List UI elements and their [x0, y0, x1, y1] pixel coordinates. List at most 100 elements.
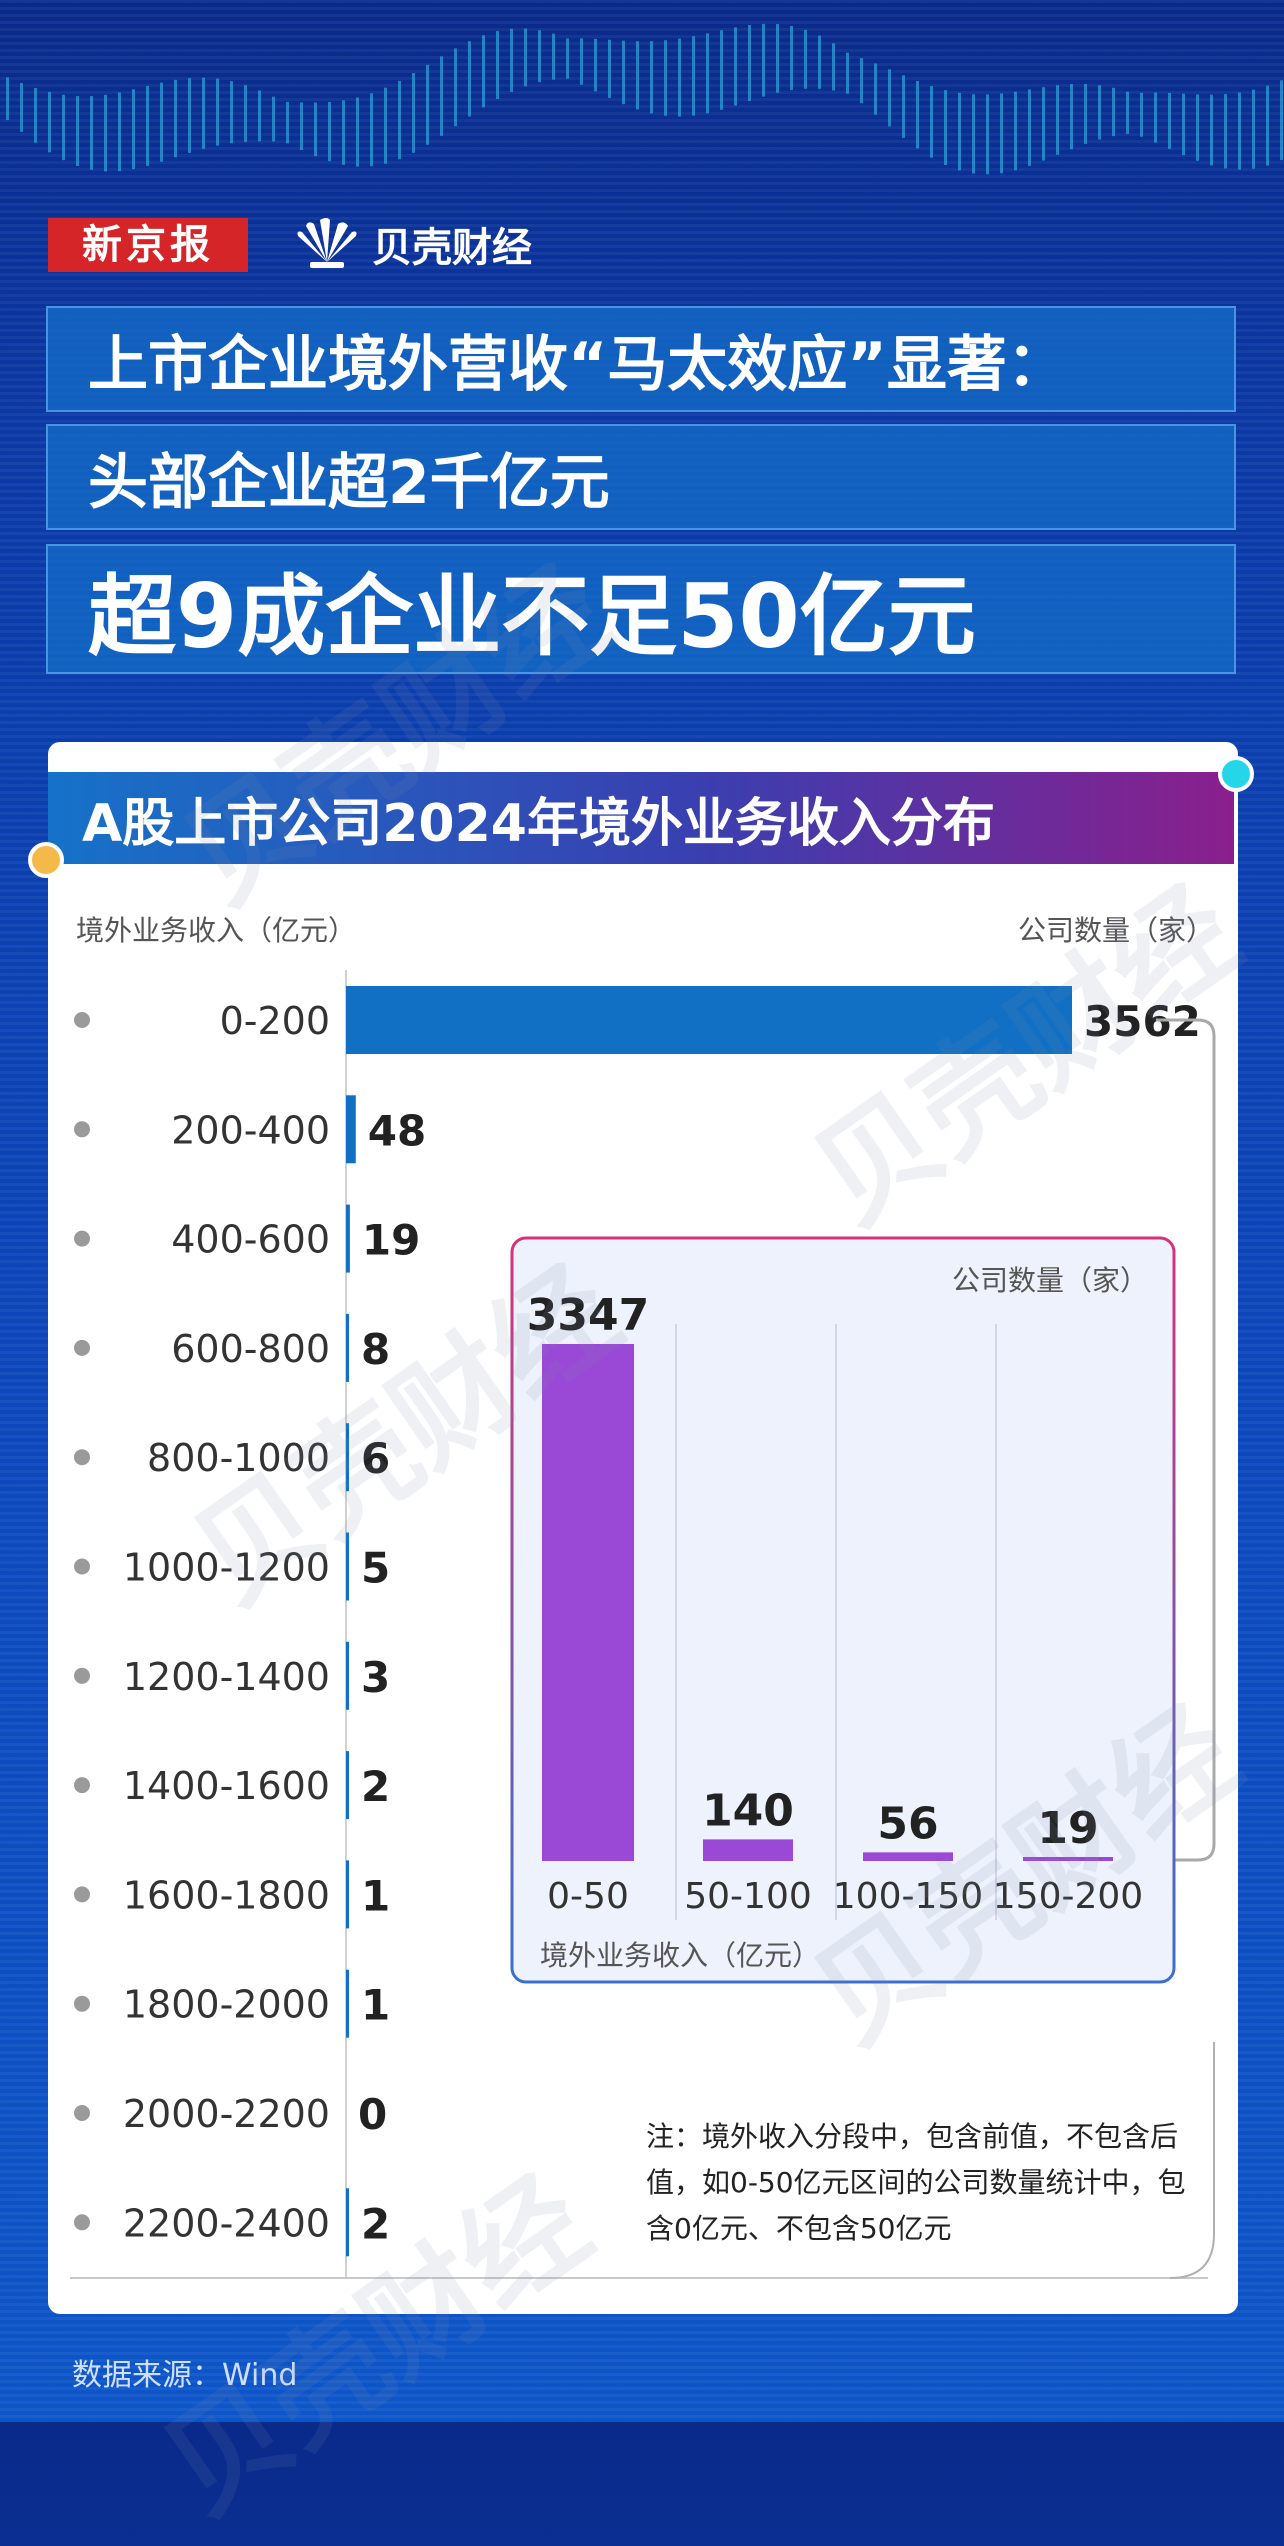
value-label: 48: [368, 1106, 426, 1155]
wave-bar: [1112, 87, 1115, 137]
wave-bar: [664, 40, 667, 116]
wave-bar: [608, 39, 611, 98]
inset-value-label: 19: [1037, 1803, 1098, 1854]
category-bullet: [74, 2105, 90, 2121]
wave-bar: [538, 30, 541, 83]
value-label: 19: [362, 1216, 420, 1265]
inset-category-label: 100-150: [833, 1876, 983, 1917]
inset-value-label: 56: [877, 1798, 938, 1849]
data-source: 数据来源：Wind: [72, 2358, 298, 2393]
wave-bar: [398, 80, 401, 160]
wave-bar: [90, 96, 93, 170]
wave-bar: [902, 75, 905, 138]
beike-logo: 贝壳财经: [292, 212, 532, 276]
wave-bar: [1140, 92, 1143, 137]
bar: [346, 1641, 349, 1710]
bar: [346, 1532, 349, 1601]
bar: [346, 1313, 349, 1382]
wave-bar: [482, 35, 485, 108]
inset-category-label: 0-50: [547, 1876, 629, 1917]
decorative-wave: [6, 23, 1283, 175]
bar: [346, 1969, 349, 2038]
category-label: 2000-2200: [123, 2092, 330, 2136]
wave-bar: [1000, 93, 1003, 174]
bar: [346, 1423, 349, 1492]
value-label: 8: [361, 1325, 390, 1374]
category-bullet: [74, 1121, 90, 1138]
wave-bar: [734, 27, 737, 106]
inset-category-label: 50-100: [684, 1876, 812, 1917]
wave-bar: [692, 36, 695, 116]
wave-bar: [552, 33, 555, 80]
wave-bar: [1070, 84, 1073, 150]
bar: [346, 1860, 349, 1929]
wave-bar: [1238, 92, 1241, 170]
wave-bar: [874, 63, 877, 115]
value-label: 2: [361, 2199, 390, 2248]
bar: [346, 986, 1072, 1054]
wave-bar: [34, 87, 37, 143]
wave-bar: [1224, 94, 1227, 169]
wave-bar: [188, 78, 191, 153]
inset-category-label: 150-200: [993, 1876, 1143, 1917]
category-label: 1800-2000: [123, 1983, 330, 2027]
category-bullet: [74, 1995, 90, 2012]
decor-dot-cyan: [1218, 756, 1254, 792]
wave-bar: [230, 81, 233, 144]
wave-bar: [1266, 85, 1269, 166]
wave-bar: [1056, 85, 1059, 155]
wave-bar: [496, 31, 499, 100]
wave-bar: [524, 28, 527, 87]
category-bullet: [74, 1886, 90, 1903]
shell-icon: [297, 218, 357, 268]
wave-bar: [146, 85, 149, 166]
beike-logo-text: 贝壳财经: [372, 225, 532, 271]
category-bullet: [74, 1777, 90, 1794]
category-label: 400-600: [171, 1218, 330, 1262]
wave-bar: [174, 79, 177, 158]
inset-value-label: 3347: [527, 1290, 649, 1341]
wave-bar: [272, 96, 275, 142]
wave-bar: [1028, 89, 1031, 166]
wave-bar: [762, 23, 765, 97]
wave-bar: [6, 77, 9, 121]
wave-bar: [1168, 92, 1171, 149]
category-bullet: [74, 1449, 90, 1466]
wave-bar: [916, 81, 919, 149]
wave-bar: [650, 41, 653, 114]
wave-bar: [720, 30, 723, 110]
wave-bar: [818, 35, 821, 89]
inset-bar: [542, 1344, 634, 1861]
category-bullet: [74, 1230, 90, 1247]
wave-bar: [62, 94, 65, 161]
wave-bar: [76, 96, 79, 167]
wave-bar: [832, 43, 835, 91]
category-bullet: [74, 1339, 90, 1356]
wave-bar: [958, 92, 961, 171]
inset-y-axis-title: 公司数量（家）: [952, 1264, 1148, 1297]
wave-bar: [1098, 85, 1101, 140]
wave-bar: [1252, 89, 1255, 169]
inset-value-label: 140: [702, 1785, 794, 1836]
inset-bar: [703, 1839, 793, 1861]
wave-bar: [622, 40, 625, 105]
wave-bar: [790, 25, 793, 91]
card-edge-line: [1169, 2042, 1215, 2279]
category-label: 1400-1600: [123, 1764, 330, 1808]
wave-bar: [300, 102, 303, 151]
wave-bar: [1182, 93, 1185, 156]
footnote: 注：境外收入分段中，包含前值，不包含后值，如0-50亿元区间的公司数量统计中，包…: [646, 2120, 1186, 2245]
y-axis-title: 境外业务收入（亿元）: [76, 914, 356, 947]
bar: [346, 1095, 356, 1164]
wave-bar: [370, 93, 373, 167]
connector-line: [1156, 1018, 1216, 1862]
wave-bar: [160, 82, 163, 162]
wave-bar: [48, 91, 51, 153]
wave-bar: [1210, 94, 1213, 166]
wave-bar: [314, 102, 317, 157]
wave-bar: [286, 101, 289, 144]
category-label: 2200-2400: [123, 2201, 330, 2245]
value-label: 5: [361, 1544, 390, 1593]
wave-bar: [384, 87, 387, 164]
value-label: 1: [361, 1981, 390, 2030]
